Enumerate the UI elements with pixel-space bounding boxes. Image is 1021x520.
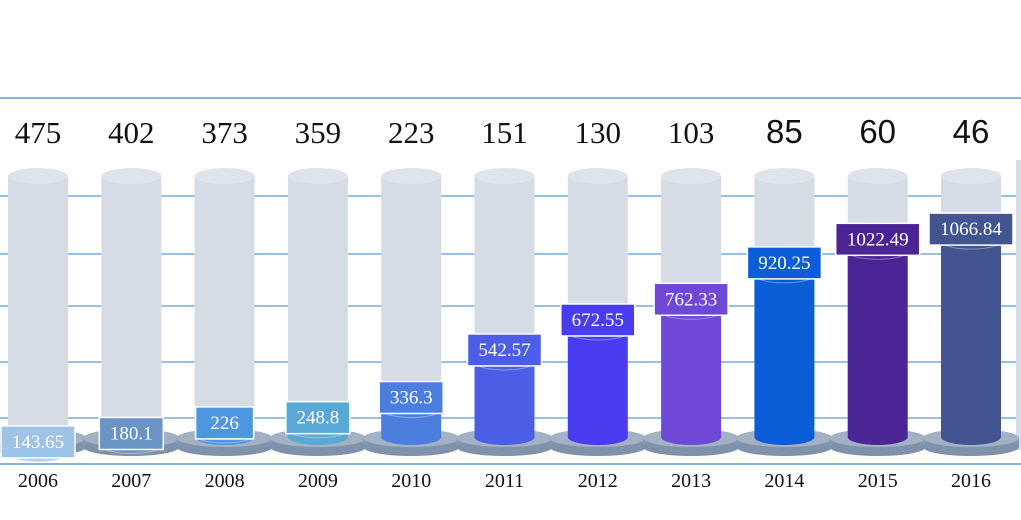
x-tick-label: 2016	[951, 470, 991, 492]
bar-bottom	[381, 429, 442, 445]
value-label-box	[378, 380, 444, 415]
bar-bottom	[754, 429, 815, 445]
bar	[754, 274, 815, 437]
top-value-label: 151	[481, 115, 528, 150]
value-label-box	[746, 246, 823, 280]
bar-track-cap	[754, 168, 815, 184]
bar-bottom	[567, 429, 628, 445]
bar	[474, 361, 535, 437]
x-tick-label: 2012	[578, 470, 618, 492]
value-label: 1066.84	[940, 219, 1002, 240]
x-tick-label: 2006	[18, 470, 58, 492]
top-value-label: 60	[859, 113, 896, 150]
top-value-label: 475	[15, 115, 62, 150]
value-label: 143.65	[12, 432, 64, 453]
bar	[661, 311, 722, 437]
value-label: 1022.49	[847, 229, 909, 250]
bar-track-cap	[847, 168, 908, 184]
bar-track-cap	[287, 168, 348, 184]
value-label: 542.57	[478, 340, 530, 361]
x-tick-label: 2007	[111, 470, 151, 492]
value-label-box	[98, 416, 165, 451]
x-tick-label: 2015	[858, 470, 898, 492]
value-label: 226	[210, 413, 239, 434]
bar-track-cap	[101, 168, 162, 184]
bar-track-cap	[661, 168, 722, 184]
bar-track-cap	[474, 168, 535, 184]
bar-track	[287, 176, 348, 437]
top-value-label: 130	[575, 115, 622, 150]
bar-track-cap	[567, 168, 628, 184]
value-label: 762.33	[665, 289, 717, 310]
value-label-box	[834, 222, 921, 257]
bar	[847, 251, 908, 437]
edge-bar-track	[1016, 160, 1021, 450]
bar-track	[194, 176, 255, 437]
bar-track-cap	[941, 168, 1001, 184]
bar-track	[8, 176, 68, 437]
value-label: 180.1	[110, 423, 153, 444]
labels: 143.65 475 2006 180.1 402 2007 226 373 2008 248.8…	[0, 113, 1014, 492]
top-value-label: 46	[953, 113, 990, 150]
value-label-box	[928, 212, 1014, 246]
bar	[567, 331, 628, 437]
x-tick-label: 2014	[764, 470, 804, 492]
x-tick-label: 2008	[205, 470, 245, 492]
bar-track-cap	[381, 168, 442, 184]
value-label: 672.55	[572, 310, 624, 331]
bar-bottom	[847, 429, 908, 445]
value-label: 336.3	[390, 387, 433, 408]
top-value-label: 223	[388, 115, 435, 150]
x-tick-label: 2011	[485, 470, 524, 492]
bar-bottom	[474, 429, 535, 445]
top-value-label: 103	[668, 115, 715, 150]
bar-bottom	[941, 429, 1001, 445]
top-value-label: 359	[295, 115, 342, 150]
x-tick-label: 2009	[298, 470, 338, 492]
value-label-box	[285, 400, 351, 435]
x-tick-label: 2010	[391, 470, 431, 492]
value-label-box	[560, 303, 636, 337]
x-tick-label: 2013	[671, 470, 711, 492]
bar	[941, 241, 1001, 437]
bar-track-cap	[8, 168, 68, 184]
value-label-box	[653, 282, 729, 317]
value-label-box	[466, 333, 543, 367]
top-value-label: 402	[108, 115, 155, 150]
bar-track	[101, 176, 162, 437]
value-label-box	[194, 406, 255, 440]
value-label: 248.8	[297, 408, 340, 429]
top-value-label: 373	[201, 115, 248, 150]
bar-track-cap	[194, 168, 255, 184]
top-value-label: 85	[766, 113, 803, 150]
bar-bottom	[661, 429, 722, 445]
value-label-box	[0, 425, 76, 459]
value-label: 920.25	[758, 253, 810, 274]
